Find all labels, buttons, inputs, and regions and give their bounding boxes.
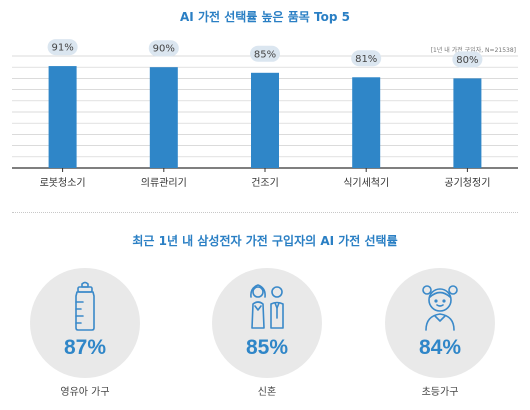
bar [48, 66, 77, 168]
stat-infant-household: 87% 영유아 가구 [30, 268, 140, 398]
stat-value: 84% [418, 336, 462, 359]
value-label: 85% [254, 49, 276, 60]
value-label: 91% [51, 43, 73, 54]
category-label: 의류관리기 [141, 177, 187, 189]
bar [453, 78, 482, 168]
bar [149, 67, 178, 168]
stat-newlywed: 85% 신혼 [212, 268, 322, 398]
category-label: 식기세척기 [343, 177, 389, 189]
value-label: 90% [153, 44, 175, 55]
child-icon [422, 285, 458, 331]
bar [352, 77, 381, 168]
stat-value: 87% [63, 336, 107, 359]
sample-note: [1년 내 가전 구입자, N=21538] [430, 47, 516, 54]
newlywed-couple-icon [250, 284, 284, 329]
value-label-pill [148, 40, 179, 57]
stat-circle: 85% [212, 268, 322, 378]
value-label-pill [452, 51, 483, 68]
bar [251, 72, 279, 168]
stat-circle: 87% [30, 268, 140, 378]
chart-title: AI 가전 선택률 높은 품목 Top 5 [180, 10, 350, 24]
stat-elementary-household: 84% 초등가구 [385, 268, 495, 398]
stat-label: 영유아 가구 [60, 387, 110, 398]
stat-circle: 84% [385, 268, 495, 378]
section-title: 최근 1년 내 삼성전자 가전 구입자의 AI 가전 선택률 [132, 234, 398, 248]
value-label: 81% [355, 54, 377, 65]
value-label-pill [47, 39, 78, 56]
category-label: 공기청정기 [444, 177, 490, 189]
stat-value: 85% [245, 336, 289, 359]
stat-label: 초등가구 [421, 387, 459, 398]
baby-bottle-icon [75, 281, 95, 331]
value-label-pill [351, 50, 382, 67]
category-label: 로봇청소기 [40, 177, 86, 189]
section-divider [12, 212, 518, 213]
bar-chart: 91% 로봇청소기 90% 의류관리기 85% 건조기 81% 식기세척기 80% 공기청정기 [12, 39, 518, 189]
value-label-pill [250, 45, 280, 62]
category-label: 건조기 [251, 177, 279, 189]
value-label: 80% [456, 55, 478, 66]
stat-label: 신혼 [257, 387, 277, 398]
